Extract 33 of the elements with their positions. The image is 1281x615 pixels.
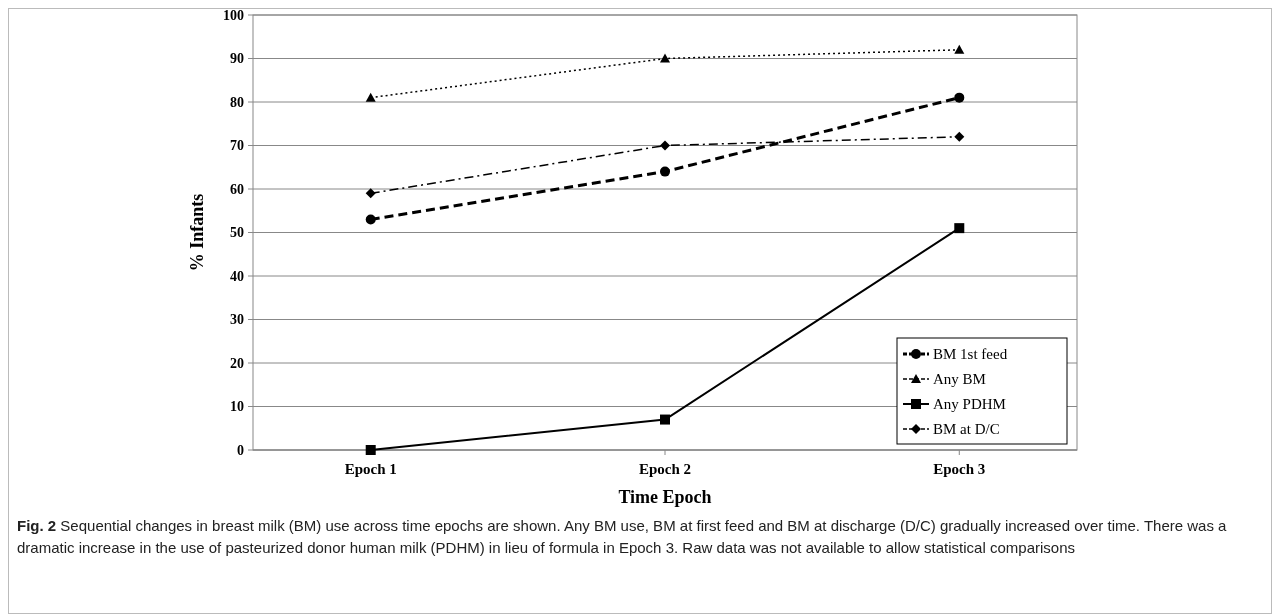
point <box>365 445 376 455</box>
y-tick-label: 50 <box>230 225 244 241</box>
y-tick-label: 100 <box>223 7 244 23</box>
point <box>660 414 670 425</box>
x-tick-label: Epoch 3 <box>933 461 986 477</box>
point <box>365 214 376 225</box>
legend-label: BM 1st feed <box>933 346 1008 363</box>
caption: Fig. 2 Sequential changes in breast milk (BM) use across time epochs are shown. Any BM use, BM at first feed and BM at discharge (D/C) gradually increased over time. There was a dramatic increase in the use of pasteurized donor human milk (PDHM) in lieu of formula in Epoch 3. Raw data was not available to allow statistical comparisons <box>17 516 1228 558</box>
y-axis-title: % Infants <box>187 193 207 272</box>
y-tick-label: 10 <box>230 399 244 415</box>
y-tick-label: 0 <box>237 442 244 458</box>
legend-label: BM at D/C <box>933 421 1000 438</box>
point <box>365 92 376 102</box>
y-tick-label: 80 <box>230 94 244 110</box>
legend-label: Any PDHM <box>933 396 1006 413</box>
point <box>954 223 965 234</box>
x-axis-title: Time Epoch <box>618 487 712 507</box>
y-tick-label: 30 <box>230 312 244 328</box>
legend-label: Any BM <box>933 371 986 388</box>
x-tick-label: Epoch 2 <box>638 461 692 477</box>
point <box>954 131 965 142</box>
point <box>365 188 376 199</box>
point <box>660 53 670 63</box>
point <box>660 140 670 151</box>
y-tick-label: 70 <box>230 138 244 154</box>
point <box>954 92 965 103</box>
y-tick-label: 40 <box>230 268 244 284</box>
y-tick-label: 20 <box>230 355 244 371</box>
y-tick-label: 90 <box>230 51 244 67</box>
point <box>954 44 965 54</box>
y-tick-label: 60 <box>230 181 244 197</box>
point <box>660 166 670 177</box>
x-tick-label: Epoch 1 <box>344 461 397 477</box>
